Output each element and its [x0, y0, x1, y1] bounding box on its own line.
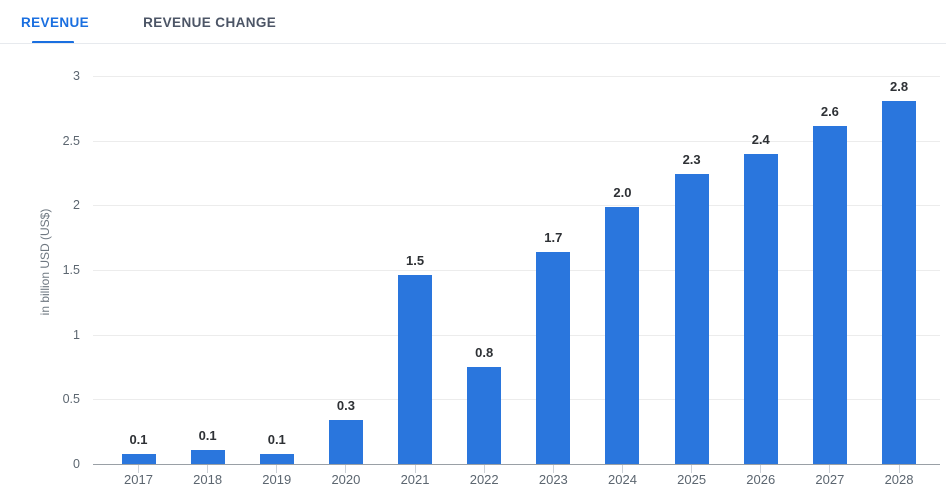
tab-bar: REVENUE REVENUE CHANGE [0, 0, 946, 44]
x-axis-year-label: 2023 [538, 472, 568, 487]
y-gridline [93, 140, 940, 142]
bar-value-label: 2.6 [820, 104, 839, 120]
y-gridline [93, 399, 940, 401]
y-axis-tick-label: 2 [73, 198, 80, 213]
x-axis-tick [276, 465, 278, 473]
revenue-bar [812, 126, 847, 464]
x-axis-tick [760, 465, 762, 473]
x-axis-tick [552, 465, 554, 473]
revenue-bar [190, 449, 225, 464]
bar-value-label: 0.3 [336, 398, 355, 414]
y-axis-tick-label: 2.5 [62, 133, 80, 148]
x-axis-tick [691, 465, 693, 473]
x-axis-tick [483, 465, 485, 473]
revenue-bar [328, 420, 363, 464]
revenue-bar [259, 453, 294, 464]
y-axis-tick-label: 3 [73, 69, 80, 83]
x-axis-tick [138, 465, 139, 473]
bar-value-label: 2.3 [682, 152, 701, 168]
bar-value-label: 0.1 [198, 427, 217, 443]
tab-divider [0, 43, 946, 44]
revenue-bar [398, 275, 433, 464]
revenue-bar [882, 100, 917, 464]
x-axis-year-label: 2019 [262, 472, 292, 487]
bar-value-label: 2.0 [613, 184, 632, 200]
y-axis-tick-label: 0.5 [62, 392, 80, 407]
x-axis-year-label: 2018 [193, 472, 223, 487]
x-axis-tick [414, 465, 416, 473]
revenue-bar [536, 251, 571, 464]
x-axis-tick [345, 465, 347, 473]
revenue-bar [674, 174, 709, 464]
bar-value-label: 0.8 [475, 345, 494, 360]
bar-value-label: 0.1 [267, 431, 286, 447]
y-gridline [93, 334, 940, 336]
y-axis-tick-label: 0 [73, 457, 80, 471]
revenue-bar [605, 206, 640, 464]
tab-revenue-change[interactable]: REVENUE CHANGE [143, 14, 277, 30]
tab-revenue[interactable]: REVENUE [21, 0, 89, 44]
y-axis-tick-label: 1.5 [62, 263, 80, 277]
revenue-bar [743, 153, 778, 464]
x-axis-line [93, 464, 940, 465]
revenue-bar [467, 367, 502, 464]
x-axis-year-label: 2022 [469, 472, 499, 487]
x-axis-year-label: 2026 [746, 472, 776, 487]
x-axis-tick [829, 465, 831, 473]
y-gridline [93, 270, 940, 271]
bar-value-label: 2.8 [889, 78, 909, 94]
bar-value-label: 2.4 [751, 131, 770, 147]
x-axis-year-label: 2027 [815, 472, 845, 487]
revenue-bar [121, 453, 156, 464]
y-gridline [93, 205, 940, 207]
x-axis-tick [207, 465, 209, 473]
x-axis-year-label: 2020 [331, 472, 361, 487]
x-axis-year-label: 2025 [677, 472, 707, 487]
x-axis-year-label: 2021 [400, 472, 430, 487]
x-axis-year-label: 2024 [608, 472, 637, 487]
x-axis-tick [621, 465, 623, 473]
bar-value-label: 0.1 [129, 431, 148, 447]
x-axis-year-label: 2017 [124, 472, 153, 487]
y-gridline [93, 76, 940, 77]
x-axis-tick [898, 465, 900, 473]
bar-value-label: 1.7 [544, 229, 563, 245]
x-axis-year-label: 2028 [884, 472, 914, 487]
bar-value-label: 1.5 [406, 253, 425, 269]
y-axis-tick-label: 1 [73, 327, 80, 342]
